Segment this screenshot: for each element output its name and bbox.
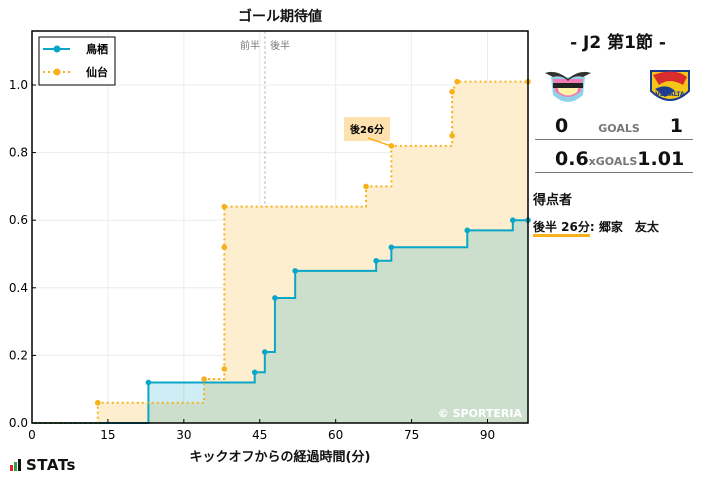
svg-text:15: 15: [100, 428, 115, 442]
second-half-label: 後半: [270, 39, 290, 52]
first-half-label: 前半: [240, 39, 260, 52]
chart-title: ゴール期待値: [238, 9, 322, 25]
home-team-logo: [545, 71, 591, 102]
scorer-item: 後半 26分: 郷家 友太: [533, 218, 703, 237]
svg-text:鳥栖: 鳥栖: [86, 42, 108, 56]
annotation: 後26分: [344, 117, 395, 148]
bar-chart-icon: [10, 459, 21, 471]
axis-ticks: 0 15 30 45 60 75 90 0.0 0.2 0.4 0.6 0.8 1.0: [9, 78, 495, 442]
match-summary-panel: - J2 第1節 - VEGALTA 0 GOALS 1 0.6 xGOALS …: [533, 28, 703, 237]
svg-text:0.8: 0.8: [9, 146, 28, 160]
away-team-logo: VEGALTA: [650, 70, 690, 101]
svg-text:45: 45: [252, 428, 267, 442]
svg-text:0.0: 0.0: [9, 416, 28, 430]
svg-text:60: 60: [328, 428, 343, 442]
svg-text:30: 30: [176, 428, 191, 442]
svg-text:0.2: 0.2: [9, 348, 28, 362]
round-title: - J2 第1節 -: [570, 33, 666, 53]
svg-text:0.6: 0.6: [9, 213, 28, 227]
svg-text:90: 90: [480, 428, 495, 442]
series-areas: [32, 81, 528, 424]
xgoals-row: 0.6 xGOALS 1.01: [535, 146, 693, 173]
goals-row: 0 GOALS 1: [535, 113, 693, 140]
svg-text:0.4: 0.4: [9, 281, 28, 295]
svg-text:0: 0: [28, 428, 36, 442]
svg-text:後26分: 後26分: [350, 123, 384, 136]
svg-text:仙台: 仙台: [86, 65, 108, 79]
scorers-title: 得点者: [533, 193, 573, 208]
svg-text:75: 75: [404, 428, 419, 442]
x-axis-label: キックオフからの経過時間(分): [189, 450, 371, 465]
stats-logo: STATs: [10, 456, 76, 474]
legend: 鳥栖 仙台: [38, 36, 116, 86]
plot-frame: [31, 30, 529, 424]
watermark: © SPORTERIA: [438, 407, 523, 420]
svg-text:VEGALTA: VEGALTA: [655, 91, 685, 98]
svg-text:1.0: 1.0: [9, 78, 28, 92]
